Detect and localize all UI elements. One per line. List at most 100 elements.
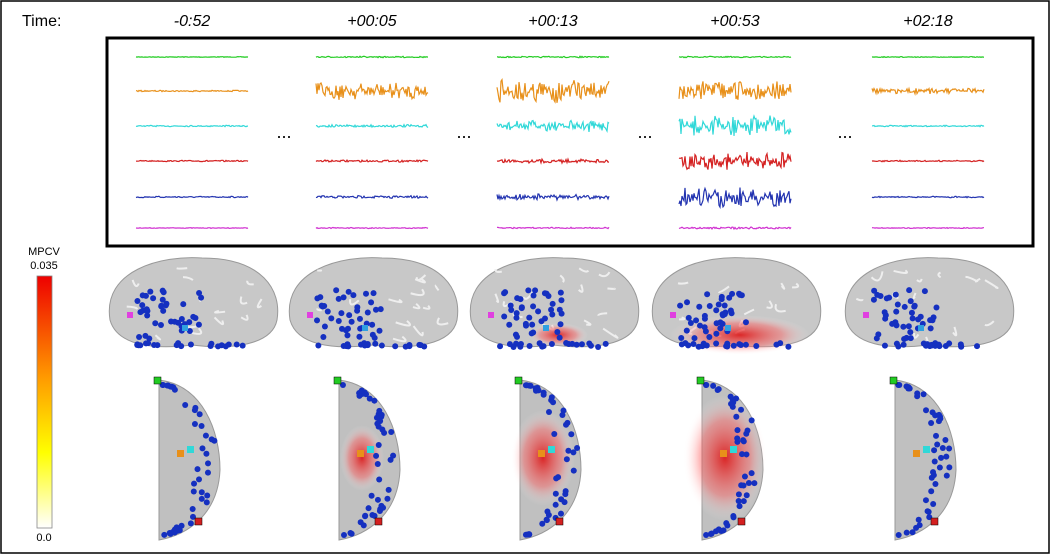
electrode — [715, 386, 722, 393]
electrode — [539, 343, 546, 350]
eeg-trace — [135, 124, 248, 128]
eeg-trace — [135, 159, 249, 163]
sulcus — [436, 317, 449, 326]
electrode — [930, 469, 937, 476]
sulcus — [916, 278, 923, 283]
ellipsis: ... — [637, 122, 652, 142]
electrode — [366, 395, 373, 402]
electrode — [935, 341, 942, 348]
electrode — [150, 295, 157, 302]
electrode — [745, 479, 752, 486]
electrode — [376, 507, 383, 514]
marker — [543, 325, 549, 331]
electrode — [930, 500, 937, 507]
electrode — [328, 315, 335, 322]
electrode — [387, 456, 394, 463]
electrode — [922, 497, 929, 504]
electrode — [907, 335, 914, 342]
electrode — [497, 343, 504, 350]
electrode — [191, 407, 198, 414]
electrode — [523, 322, 530, 329]
electrode — [545, 408, 552, 415]
electrode — [713, 330, 720, 337]
electrode — [915, 516, 922, 523]
electrode — [958, 343, 965, 350]
ellipsis: ... — [456, 122, 471, 142]
electrode — [736, 503, 743, 510]
electrode — [406, 342, 413, 349]
electrode — [360, 522, 367, 529]
electrode — [574, 445, 581, 452]
electrode — [932, 481, 939, 488]
eeg-trace — [135, 89, 249, 93]
lateral-brain — [108, 257, 279, 350]
electrode — [152, 320, 159, 327]
eeg-trace — [678, 186, 792, 210]
electrode — [743, 492, 750, 499]
electrode — [706, 303, 713, 310]
electrode — [908, 309, 915, 316]
eeg-trace — [135, 55, 249, 58]
electrode — [163, 300, 170, 307]
eeg-trace — [496, 193, 610, 202]
electrode — [936, 464, 943, 471]
electrode — [717, 325, 724, 332]
electrode — [691, 335, 698, 342]
electrode — [873, 335, 880, 342]
ellipsis: ... — [276, 122, 291, 142]
electrode — [946, 445, 953, 452]
eeg-trace — [678, 151, 792, 171]
electrode — [350, 292, 357, 299]
electrode — [525, 287, 532, 294]
electrode — [743, 451, 750, 458]
marker — [720, 450, 727, 457]
electrode — [158, 303, 165, 310]
electrode — [548, 306, 555, 313]
time-point: +00:13 — [528, 13, 577, 30]
electrode — [916, 522, 923, 529]
electrode — [373, 414, 380, 421]
electrode — [139, 292, 146, 299]
ellipsis: ... — [837, 122, 852, 142]
electrode — [371, 334, 378, 341]
axial-brain — [333, 376, 401, 541]
electrode — [233, 341, 240, 348]
electrode — [695, 343, 702, 350]
electrode — [211, 437, 218, 444]
electrode — [683, 327, 690, 334]
marker — [153, 376, 162, 385]
electrode — [198, 294, 205, 301]
electrode — [190, 313, 197, 320]
electrode — [943, 453, 950, 460]
sulcus — [602, 327, 619, 339]
sulcus — [792, 282, 800, 289]
electrode — [338, 325, 345, 332]
electrode — [345, 288, 352, 295]
electrode — [563, 340, 570, 347]
electrode — [526, 343, 533, 350]
electrode — [677, 302, 684, 309]
electrode — [189, 513, 196, 520]
electrode — [738, 292, 745, 299]
electrode — [715, 301, 722, 308]
electrode — [558, 496, 565, 503]
electrode — [392, 343, 399, 350]
electrode — [144, 312, 151, 319]
electrode — [734, 427, 741, 434]
electrode — [510, 343, 517, 350]
electrode — [710, 382, 717, 389]
axial-brain — [889, 376, 957, 541]
eeg-trace — [871, 55, 984, 59]
electrode — [737, 341, 744, 348]
sulcus — [213, 316, 225, 326]
electrode — [928, 420, 935, 427]
electrode — [586, 340, 593, 347]
electrode — [893, 308, 900, 315]
eeg-trace — [315, 226, 429, 230]
marker — [863, 312, 869, 318]
electrode — [894, 301, 901, 308]
electrode — [348, 530, 355, 537]
electrode — [903, 383, 910, 390]
sulcus — [240, 314, 249, 321]
